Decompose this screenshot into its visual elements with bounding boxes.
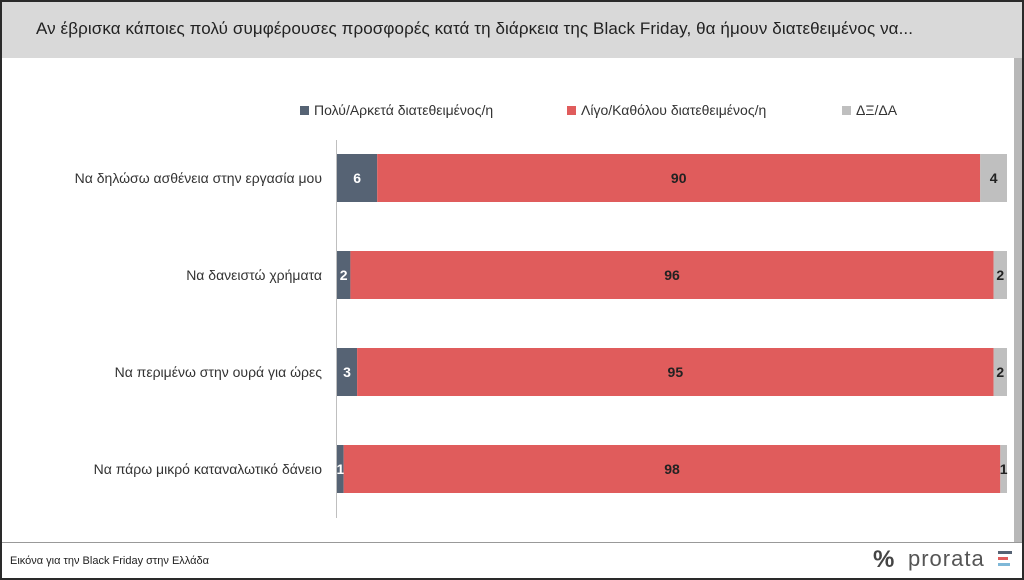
brand-line-2	[998, 557, 1008, 560]
category-label-3: Να περιμένω στην ουρά για ώρες	[114, 364, 322, 380]
bar-segment-s3-row2	[993, 251, 1007, 299]
data-label-s3-row4: 1	[1000, 461, 1008, 477]
category-label-1: Να δηλώσω ασθένεια στην εργασία μου	[74, 170, 322, 186]
bar-segment-s2-row4	[343, 445, 1001, 493]
bar-segment-s3-row3	[993, 348, 1007, 396]
brand-line-3	[998, 563, 1010, 566]
data-label-s2-row2: 96	[664, 267, 680, 283]
brand-percent-symbol: %	[873, 546, 895, 573]
legend-item-series-1: Πολύ/Αρκετά διατεθειμένος/η	[300, 102, 493, 118]
legend-label-series-2: Λίγο/Καθόλου διατεθειμένος/η	[581, 102, 767, 118]
category-label-4: Να πάρω μικρό καταναλωτικό δάνειο	[93, 461, 322, 477]
chart-title: Αν έβρισκα κάποιες πολύ συμφέρουσες προσ…	[36, 19, 914, 38]
data-label-s2-row4: 98	[664, 461, 680, 477]
footer-divider	[2, 542, 1022, 543]
chart-header: Αν έβρισκα κάποιες πολύ συμφέρουσες προσ…	[2, 2, 1022, 58]
bar-segment-s1-row4	[337, 445, 344, 493]
right-edge-shadow	[1014, 58, 1022, 542]
data-label-s1-row2: 2	[340, 267, 348, 283]
data-label-s1-row1: 6	[353, 170, 361, 186]
legend-item-series-3: ΔΞ/ΔΑ	[842, 102, 897, 118]
legend-item-series-2: Λίγο/Καθόλου διατεθειμένος/η	[567, 102, 766, 118]
bar-segment-s2-row2	[350, 251, 994, 299]
legend-swatch-series-2	[567, 106, 576, 115]
bar-segment-s1-row1	[337, 154, 378, 202]
data-label-s2-row3: 95	[668, 364, 684, 380]
data-label-s2-row1: 90	[671, 170, 687, 186]
bar-segment-s2-row3	[357, 348, 994, 396]
legend-label-series-3: ΔΞ/ΔΑ	[856, 102, 898, 118]
legend-label-series-1: Πολύ/Αρκετά διατεθειμένος/η	[314, 102, 494, 118]
data-label-s1-row4: 1	[336, 461, 344, 477]
bar-segment-s3-row1	[980, 154, 1007, 202]
category-axis-line	[336, 140, 337, 518]
bar-segment-s3-row4	[1000, 445, 1007, 493]
legend-swatch-series-1	[300, 106, 309, 115]
bar-segment-s2-row1	[377, 154, 981, 202]
data-label-s3-row1: 4	[990, 170, 998, 186]
category-label-2: Να δανειστώ χρήματα	[186, 267, 322, 283]
brand-line-1	[998, 551, 1012, 554]
bar-segment-s1-row3	[337, 348, 358, 396]
data-label-s3-row3: 2	[996, 364, 1004, 380]
data-label-s1-row3: 3	[343, 364, 351, 380]
legend-swatch-series-3	[842, 106, 851, 115]
brand-logo-text: prorata	[908, 546, 985, 571]
bar-segment-s1-row2	[337, 251, 351, 299]
footer-caption: Εικόνα για την Black Friday στην Ελλάδα	[10, 555, 209, 567]
data-label-s3-row2: 2	[996, 267, 1004, 283]
